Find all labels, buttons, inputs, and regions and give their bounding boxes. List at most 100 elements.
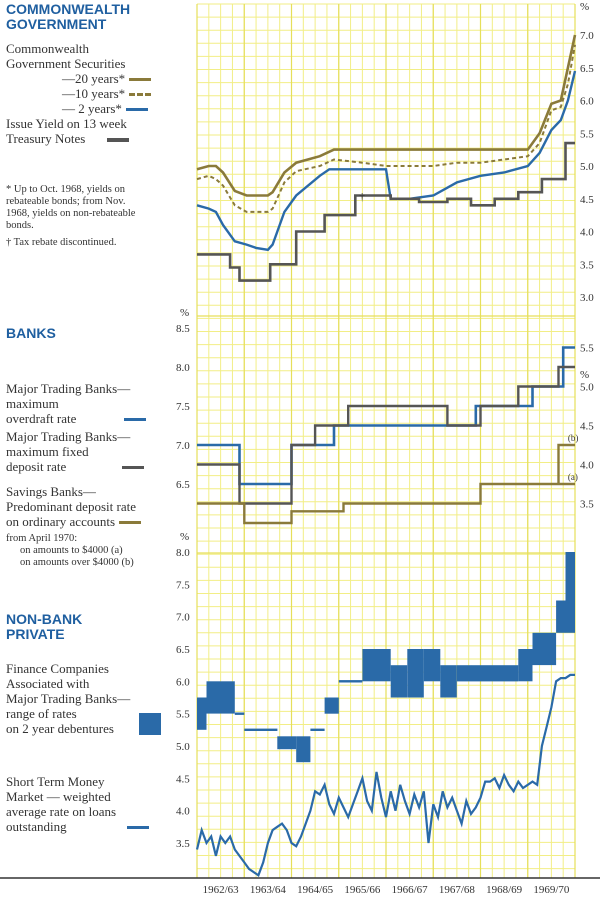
y-tick-label-left: 6.5 [176,479,190,491]
y-tick-label: 5.0 [580,161,594,173]
finance-band-segment [244,728,278,731]
y-tick-label-left: 7.5 [176,401,190,413]
y-tick-label-right: 3.5 [580,499,594,511]
finance-band-segment [338,680,363,683]
nonbank-legend-finance: Finance Companies Associated with Major … [6,661,196,737]
unit-label-banks-left: % [180,307,189,319]
finance-band-segment [310,728,325,731]
banks-legend-savings: Savings Banks— Predominant deposit rate … [6,484,196,530]
y-tick-label: 3.5 [580,259,594,271]
y-tick-label: 7.0 [176,612,190,624]
mark-a: (a) [568,472,578,482]
x-tick-label: 1962/63 [203,884,240,896]
note-line: on amounts over $4000 (b) [20,557,134,569]
legend-item-treasury: Treasury Notes [6,131,191,147]
y-tick-label: 6.0 [580,96,594,108]
dagger-mark: † [359,191,365,203]
government-legend: Commonwealth Government Securities —20 y… [6,41,191,147]
legend-swatch [124,418,147,422]
x-tick-label: 1963/64 [250,884,287,896]
x-tick-label: 1968/69 [486,884,523,896]
legend-swatch [129,93,152,97]
footnote-line: bonds. [6,220,34,232]
y-tick-label: 6.5 [176,644,190,656]
heading-line: PRIVATE [6,625,65,642]
finance-band-segment [532,632,557,666]
y-tick-label-left: 8.0 [176,362,190,374]
heading-line: NON-BANK [6,611,83,627]
y-tick-label: 5.5 [580,128,594,140]
legend-label: on ordinary accounts [6,513,116,529]
legend-label: Market — weighted [6,788,111,804]
legend-label: Finance Companies [6,661,109,676]
series-line-treasury-notes [197,141,575,282]
x-tick-label: 1969/70 [533,884,570,896]
footnote-line: rebateable bonds; from Nov. [6,196,126,208]
legend-item-10y: —10 years* [6,86,191,102]
x-tick-label: 1967/68 [439,884,476,896]
banks-legend-overdraft: Major Trading Banks— maximum overdraft r… [6,381,191,427]
series-line-fixed-deposit [197,365,575,505]
series-line-10y [196,44,576,213]
y-tick-label: 3.5 [176,838,190,850]
finance-band-segment [556,600,566,633]
y-tick-label: 6.5 [580,63,594,75]
heading-line: COMMONWEALTH [6,1,131,17]
y-tick-label-right: 5.0 [580,382,594,394]
nonbank-legend-money: Short Term Money Market — weighted avera… [6,774,196,835]
footnote-line: 1968, yields on non-rebateable [6,208,136,220]
legend-label: maximum fixed [6,443,89,459]
legend-label: range of rates [6,705,77,721]
finance-band-segment [277,736,297,750]
legend-item-deposit: deposit rate [6,458,191,475]
legend-item-money: outstanding [6,818,196,835]
x-tick-label: 1965/66 [344,884,381,896]
legend-title: Government Securities [6,55,126,71]
legend-label: Major Trading Banks— [6,690,131,706]
finance-band-segment [565,552,575,633]
legend-label: Short Term Money [6,774,105,789]
legend-label: Major Trading Banks— [6,429,131,444]
tax-note: † Tax rebate discontinued. [6,237,117,249]
banks-legend-deposit: Major Trading Banks— maximum fixed depos… [6,429,191,475]
legend-label: outstanding [6,818,67,834]
legend-swatch [126,826,149,830]
banks-april-note: from April 1970: on amounts to $4000 (a)… [6,533,196,569]
y-tick-label: 6.0 [176,676,190,688]
finance-band-segment [362,649,391,682]
y-tick-label-left: 7.0 [176,440,190,452]
finance-band-segment [234,712,245,715]
y-tick-label-left: 8.5 [176,323,190,335]
legend-label: on 2 year debentures [6,720,114,736]
x-tick-label: 1966/67 [392,884,429,896]
y-tick-label: 3.0 [580,292,594,304]
section-heading-nonbank: NON-BANK PRIVATE [6,612,82,641]
legend-swatch-finance [139,713,161,735]
finance-band-segment [456,665,472,682]
government-footnote: * Up to Oct. 1968, yields on rebateable … [6,184,191,249]
series-line-2y [196,70,577,252]
legend-item-overdraft: overdraft rate [6,410,191,427]
legend-swatch [119,521,142,525]
legend-label: Predominant deposit rate [6,498,136,514]
unit-label-government: % [580,1,589,13]
series-line-money-market [195,673,575,877]
y-tick-label-right: 4.5 [580,421,594,433]
finance-band-segment [197,697,207,730]
legend-label: Issue Yield on 13 week [6,115,127,131]
legend-label: Associated with [6,675,90,691]
legend-label: overdraft rate [6,410,77,426]
x-tick-label: 1964/65 [297,884,334,896]
y-tick-label: 4.0 [580,227,594,239]
legend-label: deposit rate [6,458,67,474]
legend-swatch [129,78,152,82]
finance-band-segment [390,665,408,698]
section-heading-banks: BANKS [6,325,56,341]
legend-label: Savings Banks— [6,484,96,499]
finance-band-segment [296,736,311,763]
note-line: on amounts to $4000 (a) [20,545,123,557]
section-heading-government: COMMONWEALTH GOVERNMENT [6,2,130,31]
note-line: from April 1970: [6,533,78,544]
y-tick-label: 8.0 [176,547,190,559]
